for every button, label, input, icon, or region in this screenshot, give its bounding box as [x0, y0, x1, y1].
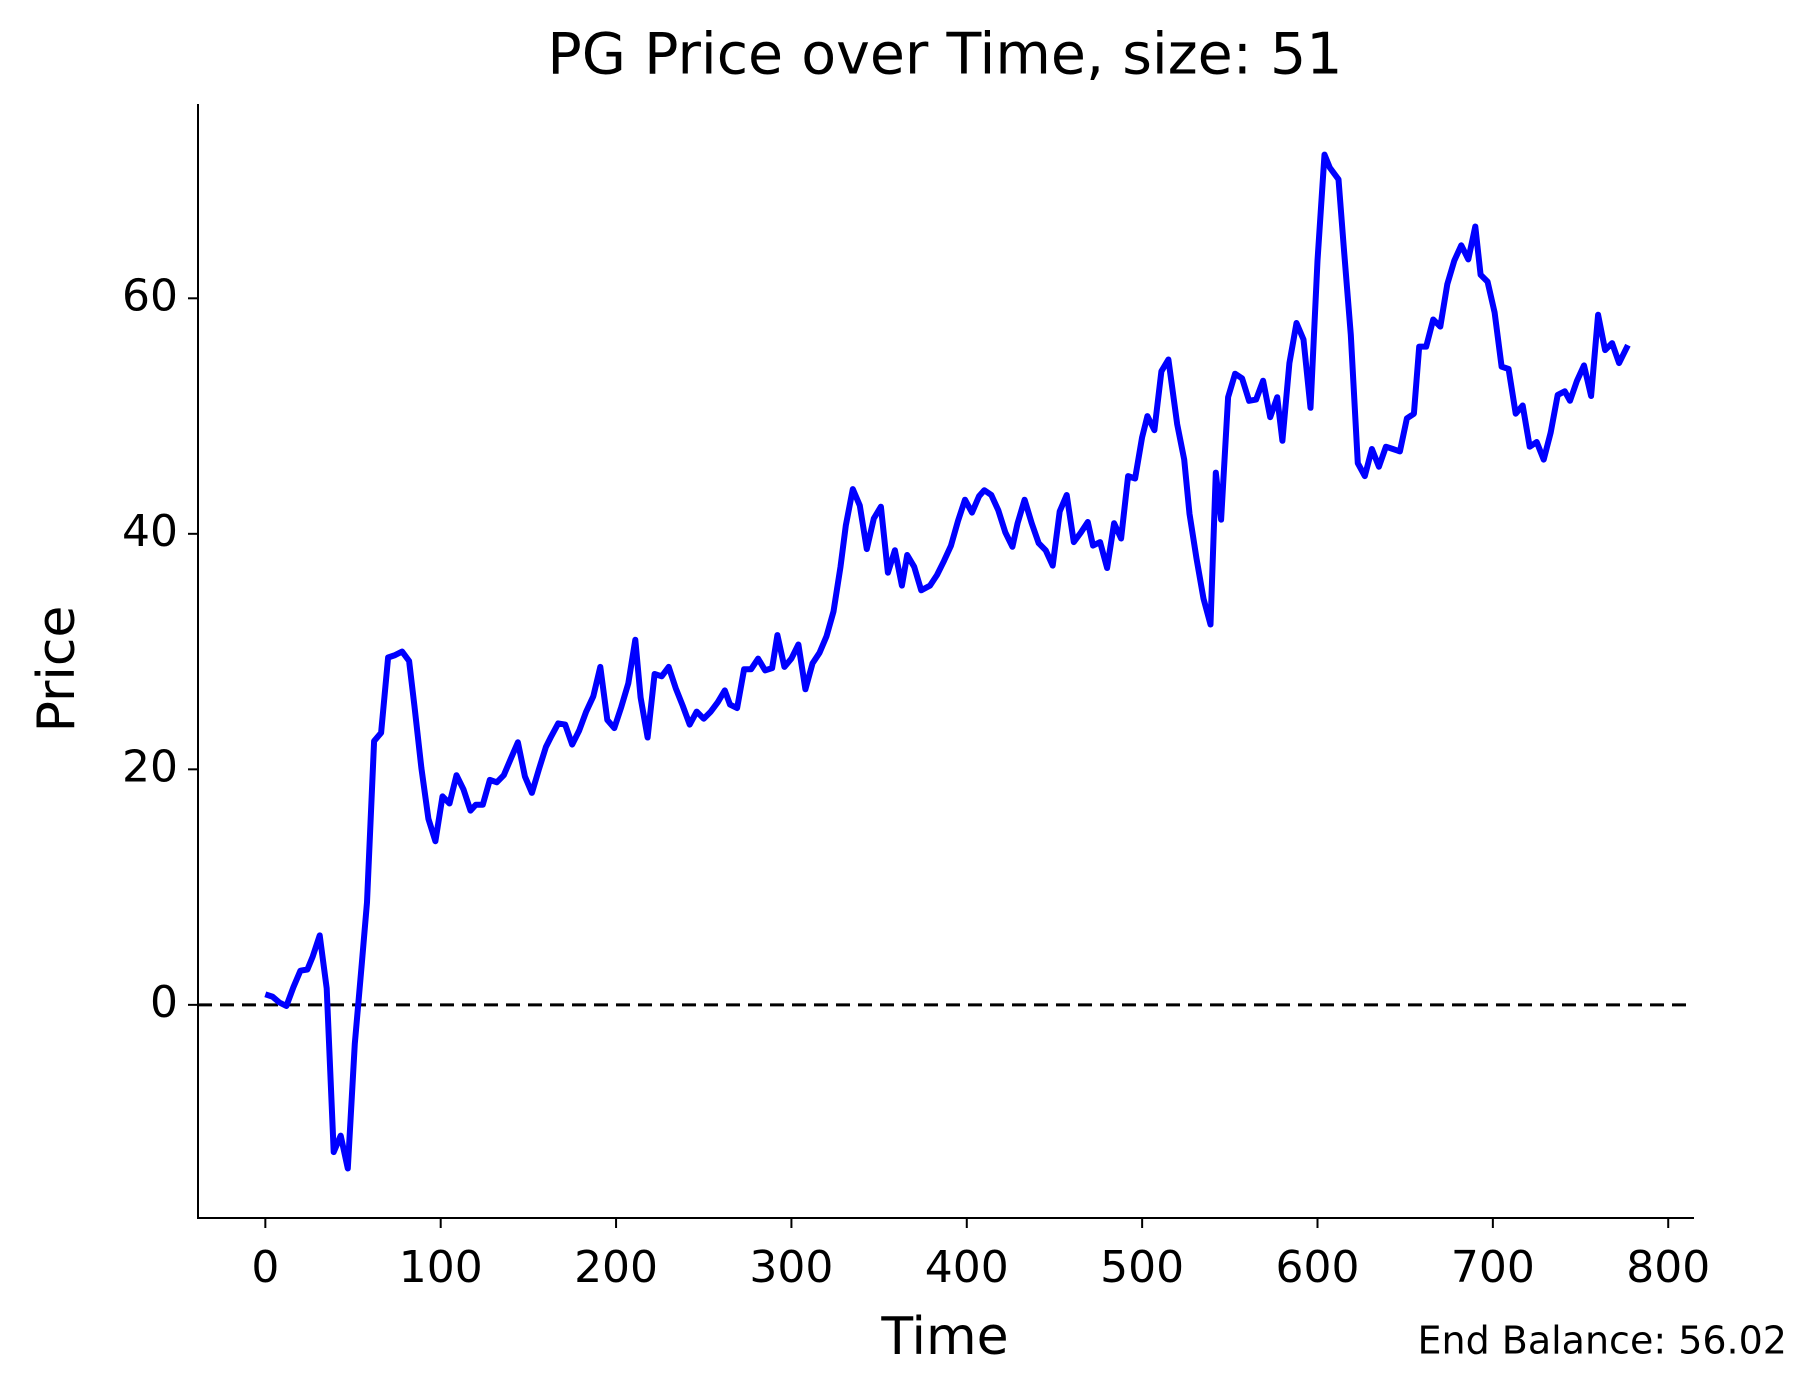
x-tick-label: 100	[399, 1242, 483, 1293]
y-tick-label: 20	[122, 741, 178, 792]
x-tick-label: 200	[574, 1242, 658, 1293]
annotation: End Balance: 56.02	[1417, 1319, 1787, 1363]
y-axis-label: Price	[27, 606, 87, 733]
y-tick-label: 60	[122, 270, 178, 321]
x-tick-label: 400	[925, 1242, 1009, 1293]
y-tick-label: 40	[122, 506, 178, 557]
x-tick-label: 0	[251, 1242, 279, 1293]
x-tick-label: 300	[749, 1242, 833, 1293]
x-tick-label: 600	[1276, 1242, 1360, 1293]
y-tick-label: 0	[150, 977, 178, 1028]
x-tick-label: 500	[1100, 1242, 1184, 1293]
x-tick-label: 800	[1626, 1242, 1710, 1293]
price-line	[264, 151, 1631, 1172]
chart-title: PG Price over Time, size: 51	[547, 22, 1342, 88]
x-axis-label: Time	[880, 1307, 1008, 1367]
x-tick-label: 700	[1451, 1242, 1535, 1293]
